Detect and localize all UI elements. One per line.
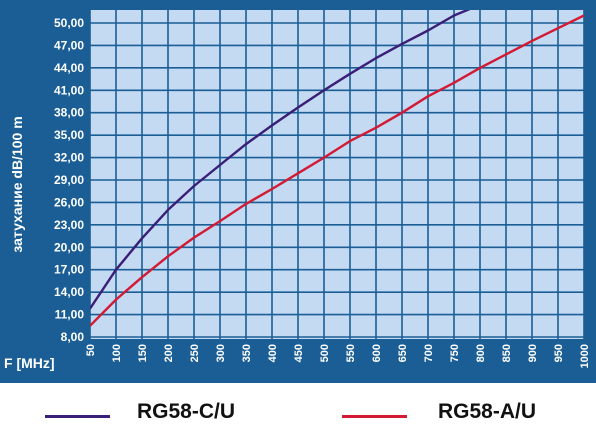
x-tick-label: 850 <box>501 344 513 362</box>
legend-label-rg58-a: RG58-A/U <box>438 400 537 423</box>
y-tick-label: 44,00 <box>54 61 84 75</box>
y-tick-label: 14,00 <box>54 285 84 299</box>
x-tick-label: 300 <box>215 344 227 362</box>
x-tick-label: 50 <box>85 344 97 356</box>
x-tick-label: 550 <box>345 344 357 362</box>
series-line-rg58-c <box>90 10 471 310</box>
x-tick-label: 350 <box>241 344 253 362</box>
x-tick-label: 600 <box>371 344 383 362</box>
y-tick-label: 20,00 <box>54 240 84 254</box>
y-tick-label: 17,00 <box>54 263 84 277</box>
series-line-rg58-a <box>90 14 584 327</box>
x-axis-label: F [MHz] <box>4 355 55 371</box>
x-tick-label: 1000 <box>579 344 591 368</box>
plot-area <box>90 10 584 339</box>
y-tick-label: 23,00 <box>54 218 84 232</box>
y-axis-label: затухание dB/100 m <box>9 116 25 252</box>
y-tick-label: 29,00 <box>54 173 84 187</box>
legend-item-rg58-c: RG58-C/U <box>45 395 285 431</box>
y-tick-label: 26,00 <box>54 195 84 209</box>
y-tick-label: 41,00 <box>54 83 84 97</box>
legend-swatch-rg58-a <box>342 415 407 418</box>
y-tick-label: 11,00 <box>55 308 85 322</box>
x-tick-label: 100 <box>111 344 123 362</box>
x-tick-label: 700 <box>423 344 435 362</box>
y-tick-label: 38,00 <box>54 106 84 120</box>
x-tick-label: 250 <box>189 344 201 362</box>
y-tick-label: 50,00 <box>54 16 84 30</box>
legend-item-rg58-a: RG58-A/U <box>342 395 582 431</box>
x-tick-label: 900 <box>527 344 539 362</box>
x-tick-label: 800 <box>475 344 487 362</box>
legend-swatch-rg58-c <box>45 415 110 418</box>
x-tick-label: 750 <box>449 344 461 362</box>
x-tick-label: 400 <box>267 344 279 362</box>
x-tick-label: 200 <box>163 344 175 362</box>
attenuation-chart: 8,00 11,00 14,00 17,00 20,00 23,00 26,00 29,00 3… <box>4 10 591 371</box>
x-tick-label: 650 <box>397 344 409 362</box>
y-tick-label: 32,00 <box>54 151 84 165</box>
y-tick-label: 35,00 <box>54 128 84 142</box>
x-tick-label: 150 <box>137 344 149 362</box>
legend-label-rg58-c: RG58-C/U <box>137 400 236 423</box>
x-tick-label: 450 <box>293 344 305 362</box>
x-tick-label: 500 <box>319 344 331 362</box>
x-tick-label: 950 <box>553 344 565 362</box>
y-tick-label: 47,00 <box>54 38 84 52</box>
y-tick-label: 8,00 <box>61 330 85 344</box>
